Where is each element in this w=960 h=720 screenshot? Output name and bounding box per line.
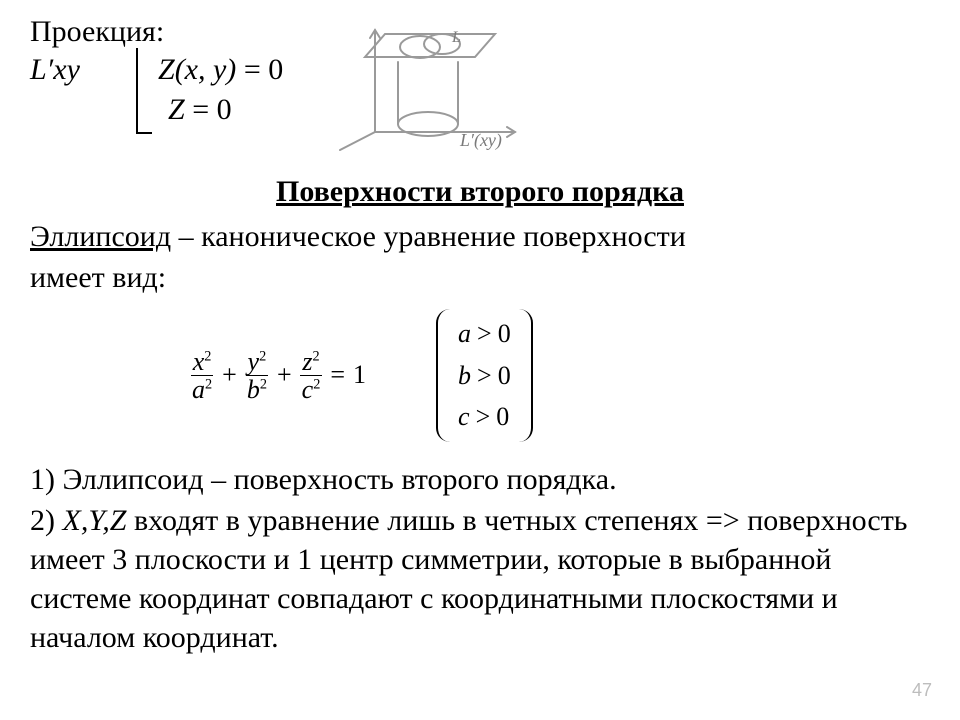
projection-title: Проекция: — [30, 12, 164, 51]
projection-sketch-icon: L L′(xy) — [320, 22, 530, 152]
diagram-label-L: L — [451, 29, 461, 46]
page-number: 47 — [912, 679, 932, 702]
diagram-label-Lxy: L′(xy) — [459, 130, 502, 151]
cond-c: c>0 — [458, 396, 511, 438]
projection-z-var: Z — [158, 53, 175, 86]
fraction-y2-b2: y2 b2 — [245, 348, 269, 404]
ellipsoid-definition-line2: имеет вид: — [30, 258, 930, 297]
cond-a-var: a — [458, 319, 471, 348]
eq-rhs: 1 — [353, 358, 366, 392]
list-item-2-lead: 2) — [30, 504, 63, 537]
fraction-z2-c2: z2 c2 — [300, 348, 323, 404]
left-paren-icon — [436, 309, 454, 442]
projection-line1-rhs: Z(x, y) = 0 — [158, 50, 283, 89]
ellipsoid-equation-row: x2 a2 + y2 b2 + z2 c2 = 1 a>0 b>0 c>0 — [30, 309, 930, 442]
plus-icon: + — [214, 358, 245, 392]
projection-block: Проекция: L′xy Z(x, y) = 0 Z = 0 — [30, 12, 930, 142]
right-paren-icon — [515, 309, 533, 442]
projection-args: (x, y) — [175, 53, 237, 86]
list-item-2: 2) X,Y,Z входят в уравнение лишь в четны… — [30, 501, 930, 657]
eq-den-c: c — [302, 375, 314, 404]
list-item-1: 1) Эллипсоид – поверхность второго поряд… — [30, 460, 930, 499]
projection-eq-line1: L′xy — [30, 50, 80, 89]
fraction-x2-a2: x2 a2 — [190, 348, 214, 404]
eq-den-b: b — [247, 375, 260, 404]
cond-b-tail: 0 — [498, 361, 511, 390]
cond-b-var: b — [458, 361, 471, 390]
list-item-2-tail: входят в уравнение лишь в четных степеня… — [30, 504, 908, 654]
eq-num-x: x — [193, 347, 205, 376]
ellipsoid-term: Эллипсоид — [30, 220, 171, 253]
cond-a: a>0 — [458, 313, 511, 355]
slide-page: Проекция: L′xy Z(x, y) = 0 Z = 0 — [0, 0, 960, 720]
plus-icon-2: + — [269, 358, 300, 392]
eq-den-a: a — [192, 375, 205, 404]
equals-icon: = — [322, 358, 353, 392]
section-title: Поверхности второго порядка — [30, 172, 930, 211]
cond-c-var: c — [458, 402, 470, 431]
ellipsoid-equation: x2 a2 + y2 b2 + z2 c2 = 1 — [190, 348, 366, 404]
projection-line1-lhs: L′xy — [30, 53, 80, 86]
ellipsoid-definition: Эллипсоид – каноническое уравнение повер… — [30, 217, 930, 256]
cond-b: b>0 — [458, 355, 511, 397]
list-item-2-vars: X,Y,Z — [63, 504, 127, 537]
cond-a-tail: 0 — [498, 319, 511, 348]
projection-eq-line2: Z = 0 — [168, 90, 232, 129]
cond-c-tail: 0 — [496, 402, 509, 431]
projection-line2-tail: = 0 — [185, 93, 232, 126]
projection-brace-icon — [136, 48, 152, 134]
projection-line2-lhs: Z — [168, 93, 185, 126]
ellipsoid-def-tail1: – каноническое уравнение поверхности — [171, 220, 686, 253]
ellipsoid-conditions: a>0 b>0 c>0 — [436, 309, 533, 442]
projection-tail1: = 0 — [236, 53, 283, 86]
eq-num-z: z — [302, 347, 312, 376]
eq-num-y: y — [248, 347, 260, 376]
